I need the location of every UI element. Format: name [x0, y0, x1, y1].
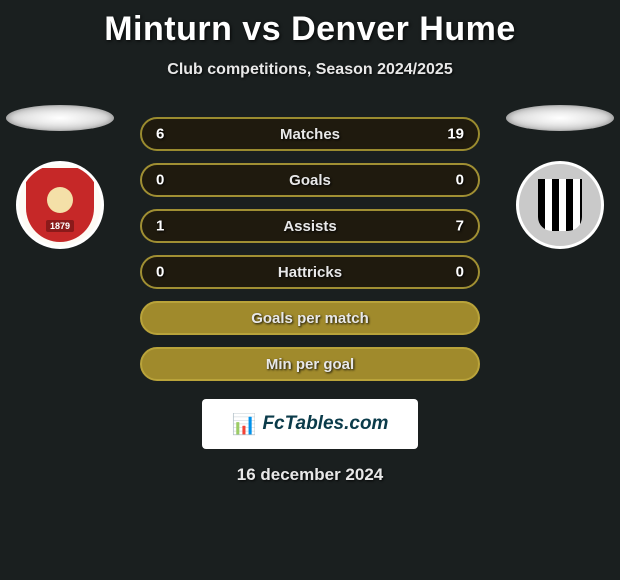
watermark-text: FcTables.com [262, 413, 388, 435]
right-player-column [506, 105, 614, 249]
left-player-column: 1879 [6, 105, 114, 249]
club-crest-right [516, 161, 604, 249]
stat-value-right: 0 [456, 264, 464, 281]
stat-value-left: 1 [156, 218, 164, 235]
stat-value-left: 6 [156, 126, 164, 143]
stripes-icon [538, 179, 582, 231]
stat-row: 6 Matches 19 [140, 117, 480, 151]
chart-icon: 📊 [232, 412, 257, 437]
shield-icon [521, 166, 599, 244]
stat-label: Assists [283, 218, 336, 235]
stat-label: Goals [289, 172, 331, 189]
page-subtitle: Club competitions, Season 2024/2025 [167, 61, 452, 79]
date-label: 16 december 2024 [237, 465, 384, 485]
stat-label: Goals per match [251, 310, 369, 327]
stat-value-left: 0 [156, 264, 164, 281]
stat-row: 0 Hattricks 0 [140, 255, 480, 289]
stat-label: Hattricks [278, 264, 342, 281]
player-photo-placeholder-left [6, 105, 114, 131]
stat-row: 1 Assists 7 [140, 209, 480, 243]
page-title: Minturn vs Denver Hume [104, 10, 516, 49]
ball-icon [47, 187, 73, 213]
shield-icon: 1879 [26, 168, 94, 242]
stat-row: Goals per match [140, 301, 480, 335]
stat-bars: 6 Matches 19 0 Goals 0 1 Assists 7 0 Hattricks 0 Goa… [140, 117, 480, 381]
stat-value-right: 0 [456, 172, 464, 189]
stat-value-right: 19 [447, 126, 464, 143]
player-photo-placeholder-right [506, 105, 614, 131]
crest-year: 1879 [46, 220, 74, 232]
stat-row: 0 Goals 0 [140, 163, 480, 197]
watermark-badge[interactable]: 📊 FcTables.com [202, 399, 418, 449]
stat-value-left: 0 [156, 172, 164, 189]
stat-row: Min per goal [140, 347, 480, 381]
club-crest-left: 1879 [16, 161, 104, 249]
stat-value-right: 7 [456, 218, 464, 235]
stat-label: Min per goal [266, 356, 354, 373]
stat-label: Matches [280, 126, 340, 143]
comparison-card: Minturn vs Denver Hume Club competitions… [0, 0, 620, 485]
stats-area: 1879 6 Matches 19 0 Goals 0 1 Assists 7 0 Hattrick… [0, 117, 620, 381]
